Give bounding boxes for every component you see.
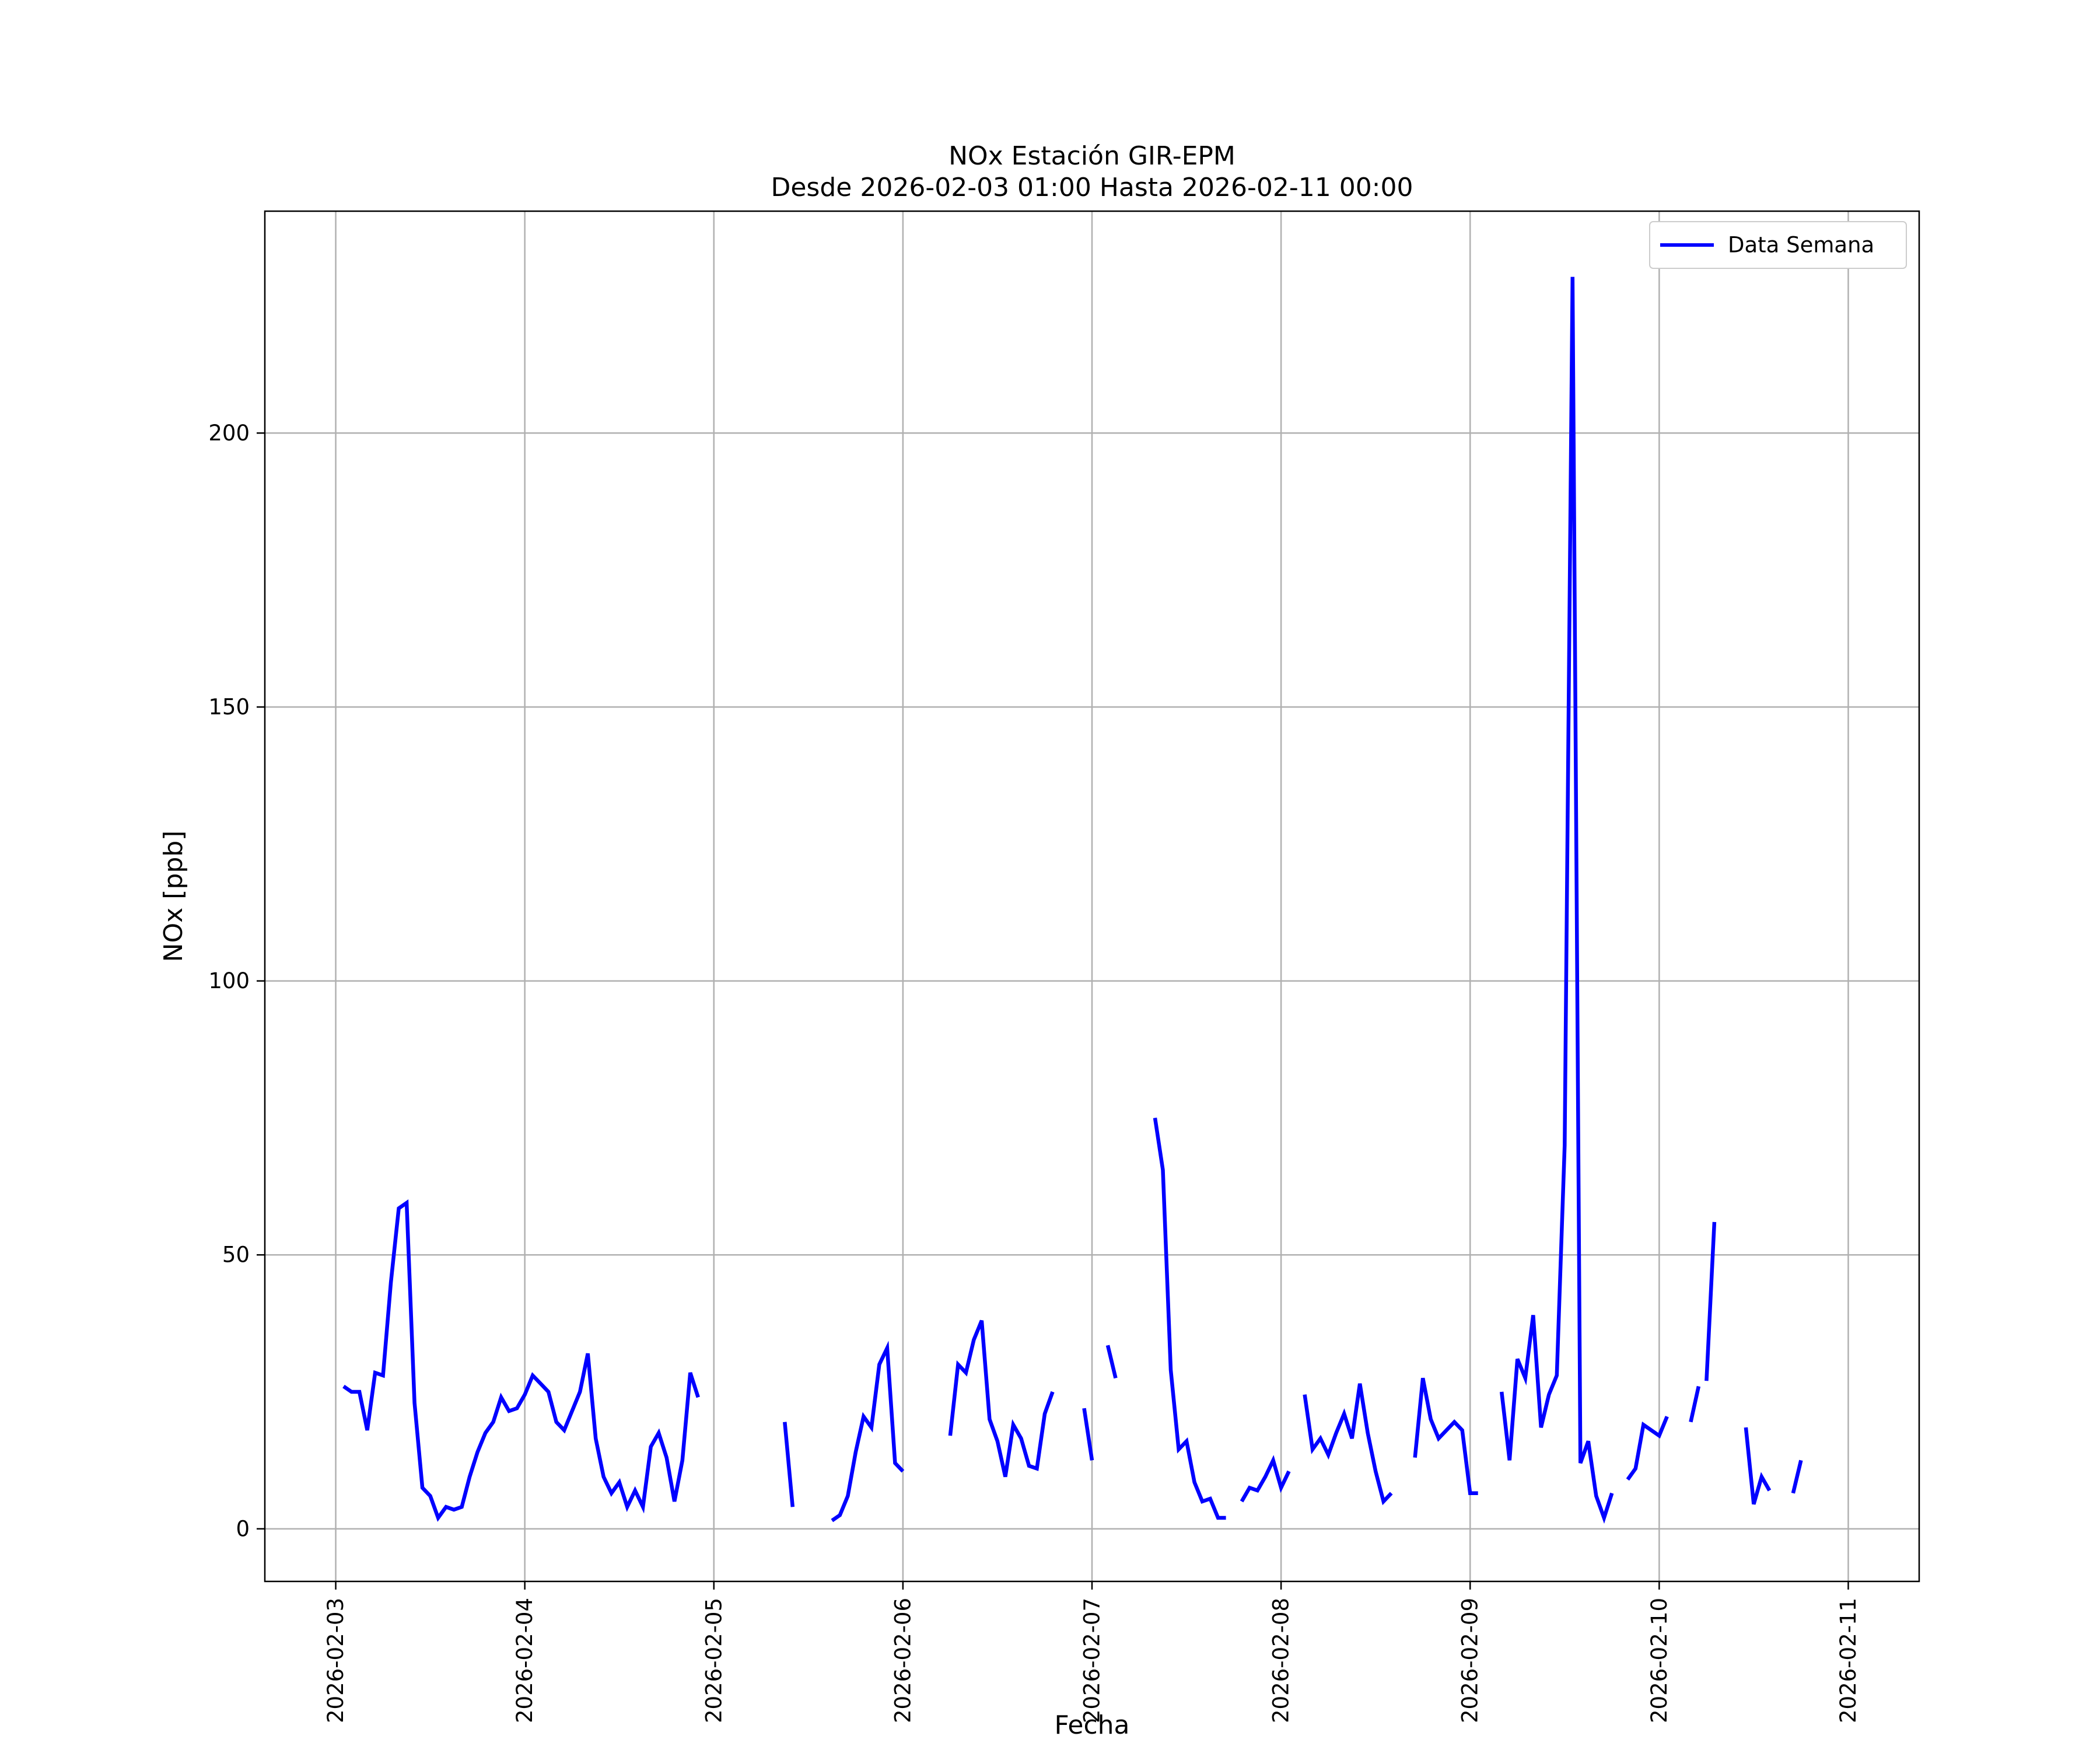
y-tick-label: 100 xyxy=(208,968,250,993)
x-tick-label: 2026-02-11 xyxy=(1836,1598,1861,1723)
y-axis-label: NOx [ppb] xyxy=(159,831,188,963)
series-line-segment xyxy=(1626,1416,1669,1481)
y-tick-label: 200 xyxy=(208,421,250,446)
y-axis-ticks: 0 50 100 150 200 xyxy=(208,421,265,1541)
grid xyxy=(265,211,1919,1581)
series-line-segment xyxy=(1082,1408,1094,1461)
x-tick-label: 2026-02-06 xyxy=(890,1598,915,1723)
series-line-segment xyxy=(831,1340,905,1522)
series-line-segment xyxy=(948,1320,1055,1478)
legend: Data Semana xyxy=(1649,221,1907,269)
x-tick-label: 2026-02-03 xyxy=(323,1598,348,1723)
y-tick-label: 150 xyxy=(208,694,250,719)
series-line-segment xyxy=(1413,1377,1478,1496)
chart-title: NOx Estación GIR-EPM xyxy=(949,141,1236,171)
series-line-segment xyxy=(1499,276,1614,1524)
x-tick-label: 2026-02-09 xyxy=(1458,1598,1483,1723)
series-line-segment xyxy=(1303,1383,1393,1506)
series-line-segment xyxy=(1153,1117,1226,1520)
series-line-segment xyxy=(1744,1427,1772,1505)
x-tick-label: 2026-02-10 xyxy=(1647,1598,1672,1723)
x-tick-label: 2026-02-07 xyxy=(1080,1598,1105,1723)
x-tick-label: 2026-02-08 xyxy=(1269,1598,1294,1723)
x-tick-label: 2026-02-05 xyxy=(701,1598,726,1723)
x-axis-ticks: 2026-02-03 2026-02-04 2026-02-05 2026-02-06… xyxy=(323,1581,1861,1723)
series-line-segment xyxy=(342,1199,700,1522)
x-tick-label: 2026-02-04 xyxy=(512,1598,537,1723)
legend-box xyxy=(1649,221,1907,269)
series-line-segment xyxy=(1791,1460,1803,1494)
series-line-segment xyxy=(783,1422,795,1507)
y-tick-label: 0 xyxy=(236,1516,250,1541)
legend-label: Data Semana xyxy=(1728,233,1874,258)
chart-subtitle: Desde 2026-02-03 01:00 Hasta 2026-02-11 … xyxy=(771,173,1413,202)
data-lines xyxy=(342,276,1803,1524)
y-tick-label: 50 xyxy=(222,1242,250,1268)
series-line-segment xyxy=(1704,1222,1717,1381)
x-axis-label: Fecha xyxy=(1054,1710,1129,1740)
series-line-segment xyxy=(1105,1345,1118,1379)
series-line-segment xyxy=(1240,1455,1291,1503)
series-line-segment xyxy=(1689,1385,1701,1423)
